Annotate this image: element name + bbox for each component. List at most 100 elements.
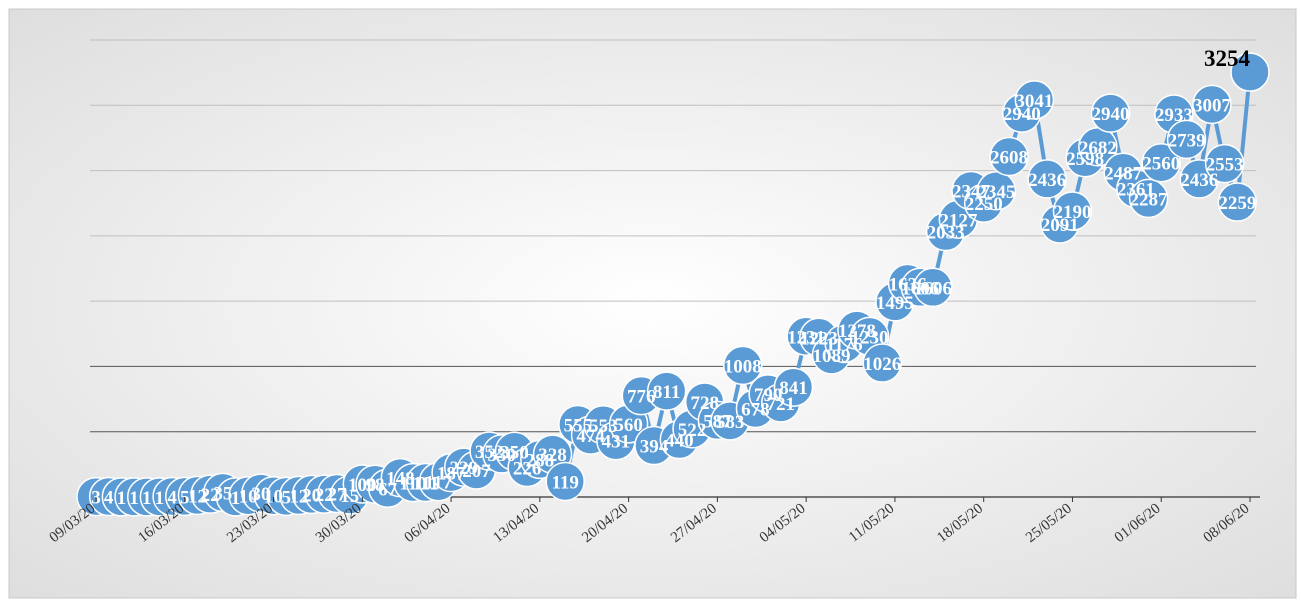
data-point: [989, 136, 1029, 177]
data-label: 1026: [863, 354, 901, 375]
data-label: 111: [413, 474, 439, 495]
data-label: 2033: [927, 223, 965, 244]
data-label: 15: [340, 486, 359, 507]
data-label: 1089: [813, 346, 851, 367]
data-label: 560: [614, 415, 643, 436]
data-label: 35: [213, 483, 232, 504]
data-label: 1231: [787, 327, 825, 348]
data-label: 2259: [1218, 193, 1256, 214]
data-label: 2361: [1117, 180, 1155, 201]
data-label: 2608: [990, 147, 1028, 168]
data-label: 474: [576, 426, 605, 447]
data-label: 1: [231, 488, 241, 509]
data-label: 721: [767, 394, 796, 415]
data-point: [545, 461, 585, 502]
data-label: 4: [167, 487, 177, 508]
data-label: 2560: [1142, 154, 1180, 175]
data-point: [1052, 191, 1093, 231]
data-label: 2190: [1053, 202, 1091, 223]
data-label: 522: [678, 420, 707, 441]
data-label: 2940: [1092, 104, 1130, 125]
data-label: 110: [399, 474, 426, 495]
data-label: 2940: [1003, 104, 1041, 125]
data-point: [1090, 93, 1131, 133]
data-label: 12: [188, 486, 207, 507]
data-label: 207: [462, 461, 491, 482]
data-label: 728: [690, 393, 719, 414]
data-label: 2436: [1180, 170, 1218, 191]
data-label: 583: [716, 412, 745, 433]
data-label: 1606: [914, 278, 952, 299]
data-label: 440: [665, 431, 694, 452]
data-label: 119: [551, 472, 578, 493]
data-label: 98: [365, 475, 384, 496]
data-label: 2250: [965, 194, 1003, 215]
data-label: 2487: [1104, 163, 1143, 184]
data-point: [1192, 84, 1232, 125]
gridlines: [90, 39, 1256, 433]
data-label: 352: [475, 442, 504, 463]
data-label: 3041: [1015, 91, 1053, 112]
data-point: [1128, 178, 1169, 219]
data-label: 587: [703, 411, 732, 432]
data-point: [1027, 159, 1067, 199]
data-label: 1176: [826, 334, 863, 355]
data-label: 2682: [1079, 138, 1117, 159]
data-point: [976, 171, 1017, 211]
data-label: 555: [564, 416, 593, 437]
data-point: [862, 343, 902, 383]
data-label: 776: [627, 387, 656, 408]
data-label: 2127: [939, 210, 978, 231]
data-label: 350: [500, 442, 529, 463]
data-label: 2739: [1168, 130, 1206, 151]
data-label: 1: [129, 488, 139, 509]
data-label: 431: [602, 432, 631, 453]
data-label: 2553: [1206, 155, 1244, 176]
data-labels: 3 4 1 1 1 1 4 512223511030105122022271510098671…: [91, 46, 1256, 509]
data-label: 328: [538, 445, 567, 466]
data-label: 1: [155, 488, 165, 509]
data-point: [773, 367, 814, 407]
data-label: 1008: [724, 356, 762, 377]
data-label: 790: [754, 385, 783, 406]
data-point: [1217, 182, 1258, 222]
data-point: [1204, 143, 1245, 184]
data-label: 1495: [876, 293, 914, 314]
data-label: 22: [201, 485, 220, 506]
data-label: 2287: [1130, 189, 1169, 210]
data-label: 100: [348, 475, 377, 496]
data-label: 10: [239, 487, 258, 508]
data-markers: [76, 52, 1270, 517]
data-label: 678: [741, 399, 770, 420]
data-point: [1014, 80, 1055, 120]
data-label: 229: [450, 458, 479, 479]
data-label: 553: [589, 416, 618, 437]
data-label: 394: [640, 437, 669, 458]
data-point: [722, 345, 763, 386]
data-label: 1636: [889, 274, 927, 295]
data-label: 4: [104, 487, 114, 508]
data-point: [646, 371, 687, 411]
data-label: 1223: [800, 328, 838, 349]
data-label: 811: [653, 382, 680, 403]
data-label: 117: [425, 473, 453, 494]
data-label: 841: [779, 378, 808, 399]
data-label: 1230: [851, 327, 889, 348]
data-label: 27: [327, 484, 347, 505]
data-label: 187: [437, 464, 466, 485]
data-point: [1230, 52, 1270, 92]
data-label: 20: [302, 485, 321, 506]
data-label: 3254: [1204, 46, 1251, 71]
data-label: 30: [251, 484, 270, 505]
data-label: 5: [281, 487, 291, 508]
data-point: [913, 267, 953, 308]
data-label: 2345: [977, 182, 1015, 203]
data-label: 1: [117, 488, 127, 509]
data-label: 1606: [901, 278, 939, 299]
data-point: [1166, 119, 1207, 160]
data-label: 67: [378, 479, 398, 500]
data-point: [1141, 142, 1181, 183]
data-label: 3007: [1193, 95, 1232, 116]
